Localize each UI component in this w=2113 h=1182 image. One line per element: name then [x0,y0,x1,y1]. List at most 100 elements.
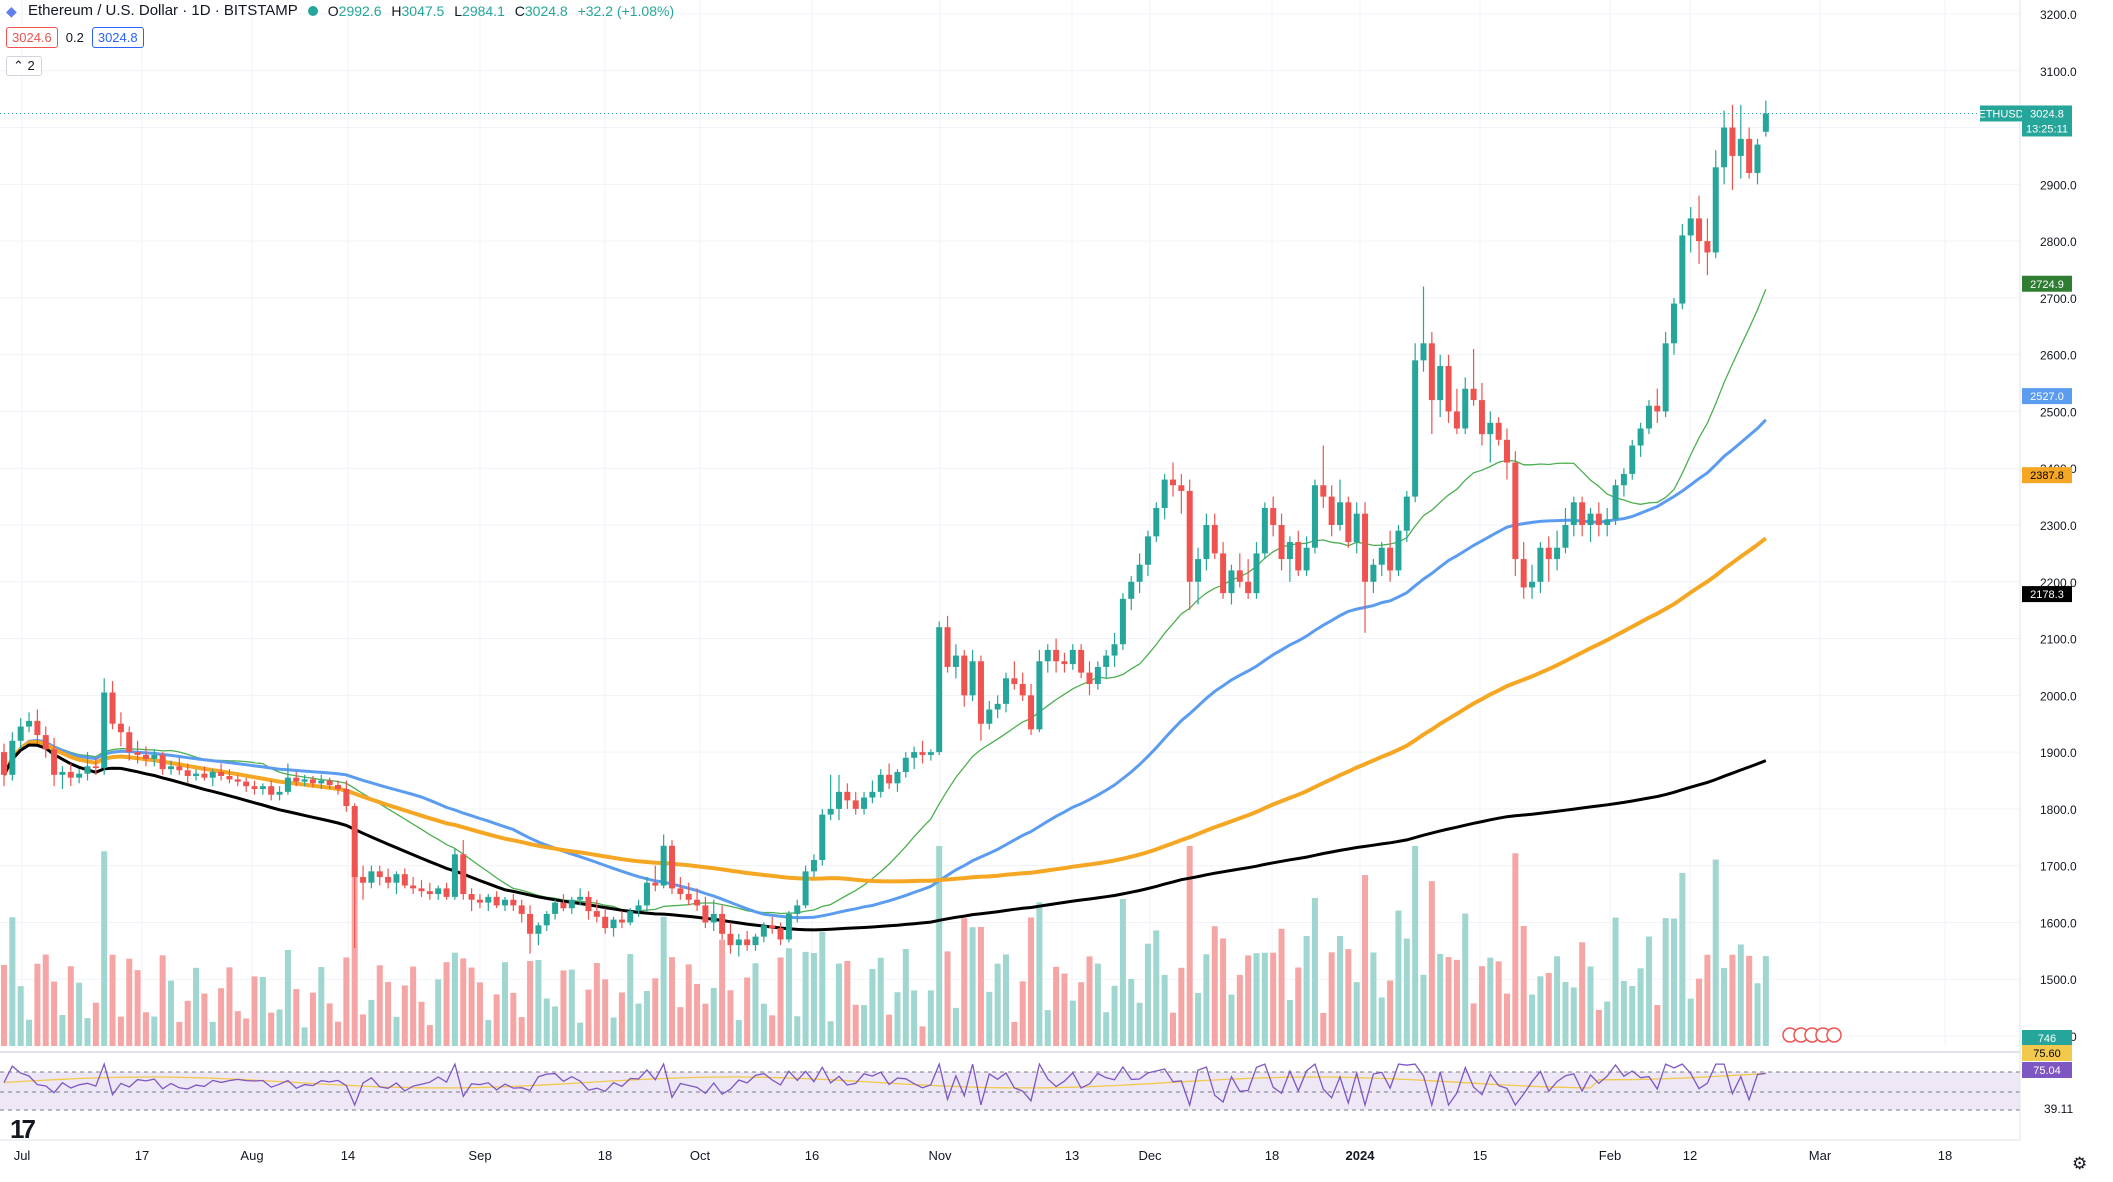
candle-body[interactable] [1128,581,1135,599]
candle-body[interactable] [1195,559,1202,582]
candle-body[interactable] [1470,388,1477,401]
candle-body[interactable] [1437,366,1444,401]
candle-body[interactable] [1504,439,1510,463]
candle-body[interactable] [1278,525,1285,560]
candle-body[interactable] [902,757,909,772]
candle-body[interactable] [543,913,550,926]
candle-body[interactable] [1453,411,1460,429]
candle-body[interactable] [1078,649,1085,673]
candle-body[interactable] [493,896,500,906]
candle-body[interactable] [1671,303,1677,344]
candle-body[interactable] [168,766,174,770]
candle-body[interactable] [535,925,542,934]
candle-body[interactable] [243,781,250,787]
candle-body[interactable] [643,882,650,906]
candle-body[interactable] [1462,388,1469,429]
candle-body[interactable] [836,791,842,809]
candle-body[interactable] [1478,400,1485,435]
candle-body[interactable] [677,888,684,895]
candle-body[interactable] [1378,547,1385,565]
candle-body[interactable] [343,789,350,807]
candle-body[interactable] [1345,502,1352,543]
candle-body[interactable] [769,925,776,929]
candle-body[interactable] [1420,343,1427,361]
candle-body[interactable] [142,754,149,759]
candle-body[interactable] [602,916,609,929]
candle-body[interactable] [1562,525,1569,548]
candle-body[interactable] [276,791,283,795]
candle-body[interactable] [894,771,901,784]
candle-body[interactable] [59,771,66,775]
candle-body[interactable] [1094,666,1101,684]
candle-body[interactable] [869,791,876,798]
candle-body[interactable] [451,854,458,897]
candle-body[interactable] [1178,485,1185,491]
candle-body[interactable] [502,899,508,906]
candle-body[interactable] [234,779,241,782]
candle-body[interactable] [852,800,859,809]
candle-body[interactable] [927,752,934,755]
candle-body[interactable] [1186,490,1193,582]
candle-body[interactable] [1729,127,1736,156]
candle-body[interactable] [1696,218,1703,242]
candle-body[interactable] [510,899,517,906]
candle-body[interactable] [251,786,258,790]
candle-body[interactable] [1587,513,1594,525]
candle-body[interactable] [1303,547,1310,571]
candle-body[interactable] [936,627,943,753]
candle-body[interactable] [1053,649,1060,662]
indicators-toggle[interactable]: ⌃ 2 [6,56,42,76]
candle-body[interactable] [685,894,692,900]
candle-body[interactable] [911,752,918,758]
event-marker-icon[interactable] [1826,1027,1842,1043]
candle-body[interactable] [1028,695,1035,730]
candle-body[interactable] [376,871,383,878]
candle-body[interactable] [1570,502,1577,525]
candle-body[interactable] [702,905,709,923]
candle-body[interactable] [1111,644,1118,656]
candle-body[interactable] [635,905,642,912]
candle-body[interactable] [877,774,884,792]
candle-body[interactable] [1754,144,1761,173]
candle-body[interactable] [335,785,341,790]
candle-body[interactable] [301,779,308,782]
candle-body[interactable] [1629,445,1636,474]
candle-body[interactable] [719,913,726,934]
candle-body[interactable] [1245,581,1252,594]
candle-body[interactable] [627,911,634,923]
candle-body[interactable] [284,777,291,792]
candle-body[interactable] [159,754,166,770]
candle-body[interactable] [1445,366,1452,412]
candle-body[interactable] [1554,547,1561,560]
candle-body[interactable] [176,766,183,771]
candle-body[interactable] [1311,485,1318,548]
candle-body[interactable] [1679,235,1686,304]
candle-body[interactable] [961,655,968,696]
candle-body[interactable] [1220,553,1227,594]
candle-body[interactable] [126,732,133,753]
candle-body[interactable] [468,894,475,900]
candle-body[interactable] [385,877,392,883]
candle-body[interactable] [184,770,191,776]
candle-body[interactable] [886,774,893,784]
candle-body[interactable] [585,896,592,912]
candle-body[interactable] [309,779,316,784]
candle-body[interactable] [1236,570,1243,582]
candle-body[interactable] [1370,564,1377,582]
candle-body[interactable] [1153,507,1160,537]
candle-body[interactable] [26,720,33,727]
candle-body[interactable] [1228,570,1235,594]
candle-body[interactable] [1161,479,1168,508]
candle-body[interactable] [326,780,333,786]
candle-body[interactable] [51,749,58,775]
candle-body[interactable] [861,797,868,809]
candle-body[interactable] [1637,428,1644,446]
candle-body[interactable] [460,854,467,895]
candle-body[interactable] [76,773,83,778]
candle-body[interactable] [9,740,16,775]
candle-body[interactable] [1387,547,1394,571]
candle-body[interactable] [209,771,216,778]
buy-button[interactable]: 3024.8 [91,27,144,48]
candle-body[interactable] [393,874,400,883]
